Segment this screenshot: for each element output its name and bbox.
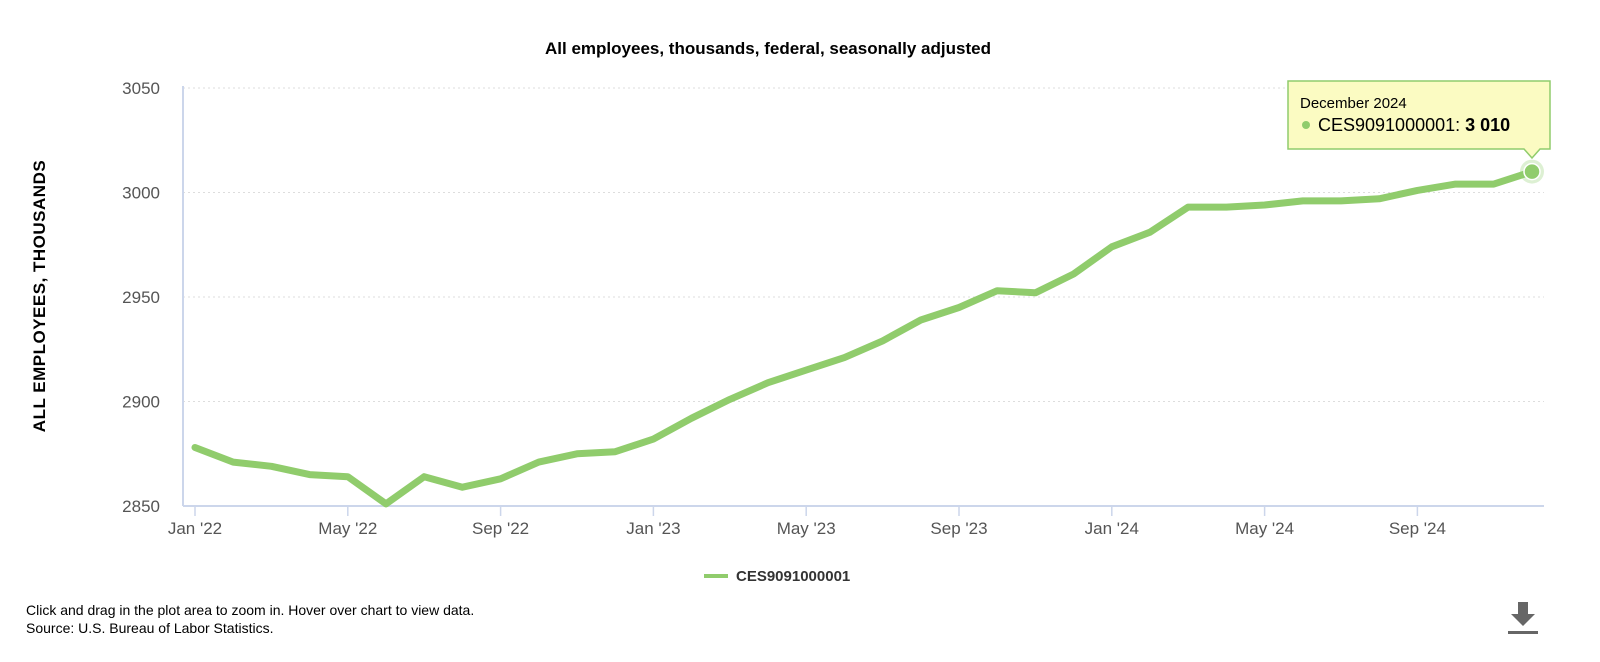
data-point[interactable]: [458, 483, 466, 491]
y-tick-label: 3050: [122, 79, 160, 98]
tooltip-series-name: CES9091000001: 3 010: [1318, 115, 1510, 135]
data-point[interactable]: [649, 435, 657, 443]
x-tick-label: Sep '23: [930, 519, 987, 538]
data-point[interactable]: [1375, 195, 1383, 203]
data-point[interactable]: [726, 395, 734, 403]
data-point[interactable]: [1413, 186, 1421, 194]
data-point[interactable]: [1146, 228, 1154, 236]
data-point[interactable]: [1337, 197, 1345, 205]
data-point[interactable]: [764, 379, 772, 387]
x-tick-label: Sep '22: [472, 519, 529, 538]
legend-label: CES9091000001: [736, 568, 850, 585]
series-layer[interactable]: [191, 159, 1544, 508]
data-point[interactable]: [879, 337, 887, 345]
tooltip: December 2024 CES9091000001: 3 010: [1287, 80, 1551, 160]
data-point[interactable]: [611, 448, 619, 456]
data-point[interactable]: [1261, 201, 1269, 209]
axes: [182, 86, 1544, 507]
y-tick-label: 2850: [122, 497, 160, 516]
x-tick-label: May '24: [1235, 519, 1294, 538]
data-point[interactable]: [497, 475, 505, 483]
chart-title: All employees, thousands, federal, seaso…: [545, 39, 991, 58]
data-point[interactable]: [955, 303, 963, 311]
data-point[interactable]: [802, 366, 810, 374]
data-point[interactable]: [306, 471, 314, 479]
series-line[interactable]: [191, 168, 1536, 508]
x-tick-label: May '22: [318, 519, 377, 538]
data-point[interactable]: [917, 316, 925, 324]
y-tick-label: 3000: [122, 184, 160, 203]
tooltip-box: [1287, 80, 1551, 160]
data-point[interactable]: [1452, 180, 1460, 188]
legend-item[interactable]: CES9091000001: [704, 568, 850, 585]
data-point[interactable]: [229, 458, 237, 466]
y-axis-ticks: 2850 2900 2950 3000 3050: [122, 79, 160, 516]
data-point[interactable]: [535, 458, 543, 466]
data-point[interactable]: [191, 443, 199, 451]
data-point[interactable]: [1222, 203, 1230, 211]
data-point[interactable]: [1184, 203, 1192, 211]
tooltip-series-marker: [1302, 121, 1310, 129]
download-icon: [1508, 602, 1538, 634]
data-point[interactable]: [1031, 289, 1039, 297]
x-axis-ticks: Jan '22 May '22 Sep '22 Jan '23 May '23 Sep '…: [168, 506, 1446, 538]
data-point[interactable]: [267, 462, 275, 470]
y-tick-label: 2900: [122, 393, 160, 412]
y-axis-label: ALL EMPLOYEES, THOUSANDS: [30, 160, 49, 432]
data-point[interactable]: [1070, 270, 1078, 278]
data-point[interactable]: [344, 473, 352, 481]
x-tick-label: Jan '24: [1085, 519, 1139, 538]
data-point[interactable]: [688, 414, 696, 422]
data-point[interactable]: [382, 500, 390, 508]
hover-point[interactable]: [1523, 162, 1541, 181]
data-point[interactable]: [420, 473, 428, 481]
y-tick-label: 2950: [122, 288, 160, 307]
zoom-instruction-note: Click and drag in the plot area to zoom …: [26, 602, 475, 618]
data-point[interactable]: [993, 287, 1001, 295]
x-tick-label: May '23: [777, 519, 836, 538]
data-point[interactable]: [1299, 197, 1307, 205]
grid-lines: [183, 87, 1544, 402]
data-point[interactable]: [1108, 243, 1116, 251]
data-point[interactable]: [1490, 180, 1498, 188]
tooltip-value: 3 010: [1465, 115, 1510, 135]
data-point[interactable]: [573, 450, 581, 458]
x-tick-label: Jan '23: [626, 519, 680, 538]
x-tick-label: Jan '22: [168, 519, 222, 538]
data-point[interactable]: [840, 354, 848, 362]
tooltip-date: December 2024: [1300, 95, 1407, 112]
download-button[interactable]: [1506, 600, 1540, 636]
x-tick-label: Sep '24: [1389, 519, 1446, 538]
source-note: Source: U.S. Bureau of Labor Statistics.: [26, 620, 274, 636]
